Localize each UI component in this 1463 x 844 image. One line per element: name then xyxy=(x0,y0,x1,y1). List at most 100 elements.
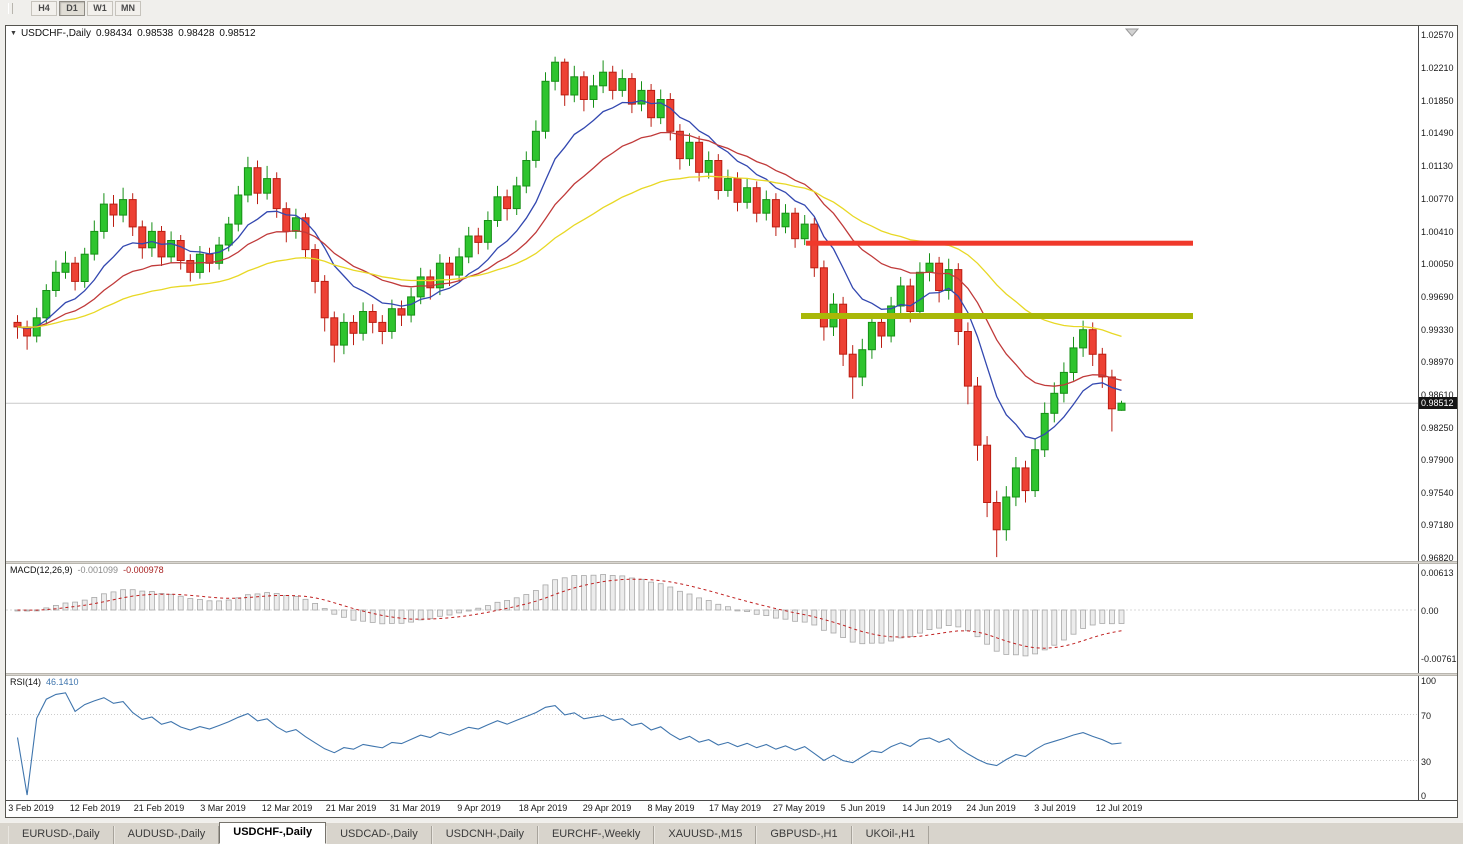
chart-tab-xauusd[interactable]: XAUUSD-,M15 xyxy=(654,826,757,844)
macd-bar xyxy=(139,590,146,611)
macd-bar xyxy=(1089,609,1096,626)
macd-label: MACD(12,26,9) xyxy=(10,565,73,575)
rsi-plot[interactable]: RSI(14) 46.1410 xyxy=(6,676,1419,800)
candle xyxy=(407,287,416,323)
main-plot[interactable]: ▼ USDCHF-,Daily 0.98434 0.98538 0.98428 0.985… xyxy=(6,26,1419,561)
support-line[interactable] xyxy=(801,313,1193,319)
candle xyxy=(743,178,752,209)
candle xyxy=(61,251,70,279)
macd-bar xyxy=(657,583,664,611)
rsi-axis[interactable]: 100 70 30 0 xyxy=(1419,676,1457,800)
macd-bar xyxy=(936,609,942,629)
macd-bar xyxy=(196,599,203,611)
candle xyxy=(675,124,684,170)
candle xyxy=(771,193,780,236)
candle xyxy=(1107,369,1116,432)
macd-panel: MACD(12,26,9) -0.001099 -0.000978 0.00613 0… xyxy=(6,564,1457,673)
candle xyxy=(723,169,732,197)
macd-bar xyxy=(753,609,760,615)
macd-bar xyxy=(677,590,683,611)
chart-tab-eurusd[interactable]: EURUSD-,Daily xyxy=(8,826,114,844)
macd-bar xyxy=(379,609,386,625)
chart-window: ▼ USDCHF-,Daily 0.98434 0.98538 0.98428 0.985… xyxy=(5,25,1458,818)
macd-bar xyxy=(840,609,846,638)
price-axis-label: 0.97540 xyxy=(1421,488,1454,498)
candle xyxy=(167,231,176,264)
candle xyxy=(330,311,339,363)
ma-line-ma-mid xyxy=(17,131,1122,387)
macd-bar xyxy=(869,609,875,644)
collapse-arrow-icon[interactable]: ▼ xyxy=(10,30,17,37)
macd-bar xyxy=(187,598,194,611)
price-axis-label: 1.01130 xyxy=(1421,161,1453,171)
candle xyxy=(387,299,396,339)
candle xyxy=(253,160,262,205)
macd-axis[interactable]: 0.00613 0.00 -0.00761 xyxy=(1419,564,1457,673)
resistance-line[interactable] xyxy=(806,240,1193,246)
chart-tab-usdchf[interactable]: USDCHF-,Daily xyxy=(219,822,327,844)
period-button-d1[interactable]: D1 xyxy=(59,1,85,16)
date-axis[interactable]: 3 Feb 2019 12 Feb 2019 21 Feb 2019 3 Mar 20… xyxy=(6,800,1457,817)
macd-value-main: -0.001099 xyxy=(77,565,119,575)
price-axis[interactable]: 0.98512 1.02570 1.02210 1.01850 1.01490 1.01… xyxy=(1419,26,1457,561)
macd-bar xyxy=(1061,609,1067,641)
candle xyxy=(656,89,665,125)
macd-axis-label: 0.00 xyxy=(1421,606,1439,616)
chart-tab-eurchf[interactable]: EURCHF-,Weekly xyxy=(537,826,655,844)
chart-tab-usdcad[interactable]: USDCAD-,Daily xyxy=(326,826,432,844)
candle xyxy=(599,60,608,94)
candle xyxy=(205,247,214,273)
candlestick-chart[interactable] xyxy=(6,26,1418,561)
price-axis-label: 1.00770 xyxy=(1421,194,1454,204)
macd-bar xyxy=(465,609,472,612)
toolbar-grip[interactable] xyxy=(8,3,13,14)
date-axis-label: 17 May 2019 xyxy=(708,803,762,813)
chart-tab-usdcnh[interactable]: USDCNH-,Daily xyxy=(431,826,538,844)
macd-bar xyxy=(993,609,1000,652)
period-button-h4[interactable]: H4 xyxy=(31,1,57,16)
chart-tab-ukoil[interactable]: UKOil-,H1 xyxy=(851,826,930,844)
macd-bar xyxy=(955,609,962,628)
price-axis-label: 0.97180 xyxy=(1421,520,1454,530)
date-axis-label: 12 Jul 2019 xyxy=(1095,803,1143,813)
macd-bar xyxy=(129,589,136,611)
macd-bar xyxy=(350,609,357,621)
macd-bar xyxy=(72,601,78,611)
rsi-label: RSI(14) xyxy=(10,677,42,687)
macd-chart xyxy=(6,574,1418,657)
date-axis-label: 27 May 2019 xyxy=(772,803,826,813)
candle xyxy=(1059,362,1068,403)
price-axis-label: 1.00410 xyxy=(1421,227,1454,237)
date-axis-label: 3 Feb 2019 xyxy=(8,803,54,813)
macd-bar xyxy=(408,609,415,623)
candle xyxy=(426,269,435,300)
macd-bar xyxy=(235,597,242,611)
candle xyxy=(359,302,368,341)
panel-splitter[interactable] xyxy=(6,673,1457,676)
macd-bar xyxy=(446,609,453,616)
chart-tab-audusd[interactable]: AUDUSD-,Daily xyxy=(113,826,220,844)
period-button-w1[interactable]: W1 xyxy=(87,1,113,16)
candle xyxy=(570,65,579,103)
rsi-indicator-label: RSI(14) 46.1410 xyxy=(10,677,84,687)
candle xyxy=(896,276,905,316)
macd-plot[interactable]: MACD(12,26,9) -0.001099 -0.000978 xyxy=(6,564,1419,673)
macd-bar xyxy=(801,609,808,623)
macd-bar xyxy=(110,591,117,611)
macd-bar xyxy=(321,608,328,611)
macd-bar xyxy=(773,609,779,619)
candle xyxy=(455,247,464,282)
price-axis-label: 1.02210 xyxy=(1421,63,1454,73)
period-button-mn[interactable]: MN xyxy=(115,1,141,16)
candle xyxy=(128,193,137,236)
macd-bar xyxy=(1022,609,1029,657)
candle xyxy=(320,275,329,332)
chart-tab-gbpusd[interactable]: GBPUSD-,H1 xyxy=(756,826,852,844)
candle xyxy=(1040,402,1049,457)
date-axis-label: 31 Mar 2019 xyxy=(389,803,441,813)
candle xyxy=(99,193,108,239)
candle xyxy=(71,256,80,291)
candle xyxy=(685,133,694,166)
panel-splitter[interactable] xyxy=(6,561,1457,564)
